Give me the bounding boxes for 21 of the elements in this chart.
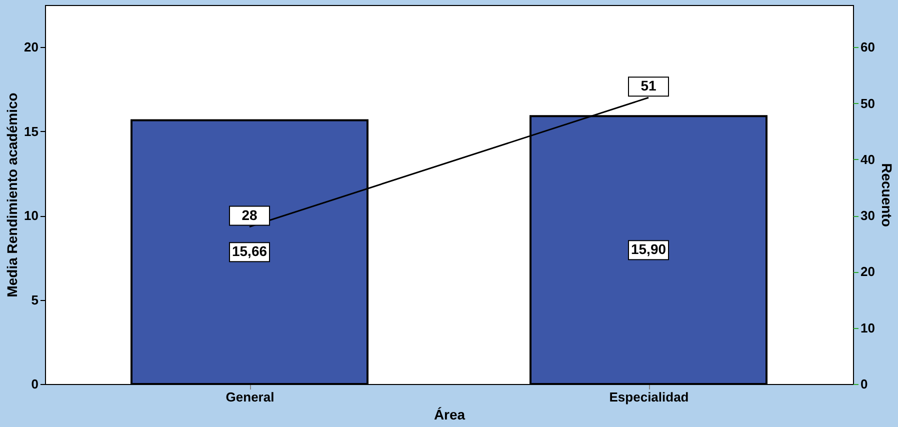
- y2-axis-title: Recuento: [878, 163, 895, 227]
- y2-tick-label: 50: [860, 96, 875, 111]
- x-axis-title: Área: [434, 406, 466, 422]
- x-tick-label: Especialidad: [609, 390, 689, 404]
- y-tick-label: 0: [31, 376, 38, 392]
- y2-tick-label: 60: [860, 40, 875, 55]
- data-label: 51: [640, 78, 656, 94]
- y-tick-label: 20: [24, 40, 38, 55]
- x-tick-label: General: [226, 390, 274, 404]
- y-tick-label: 5: [31, 292, 38, 308]
- y2-tick-label: 20: [860, 264, 875, 280]
- y2-tick-label: 40: [860, 152, 875, 167]
- data-label: 15,90: [630, 241, 666, 258]
- y-axis-title: Media Rendimiento académico: [4, 92, 20, 298]
- data-label: 15,66: [232, 243, 268, 260]
- y2-tick-label: 0: [860, 376, 868, 392]
- y-tick-label: 10: [24, 208, 38, 224]
- y-tick-label: 15: [24, 124, 38, 139]
- y2-tick-label: 30: [860, 208, 875, 224]
- y2-tick-label: 10: [860, 320, 875, 336]
- data-label: 28: [242, 206, 258, 223]
